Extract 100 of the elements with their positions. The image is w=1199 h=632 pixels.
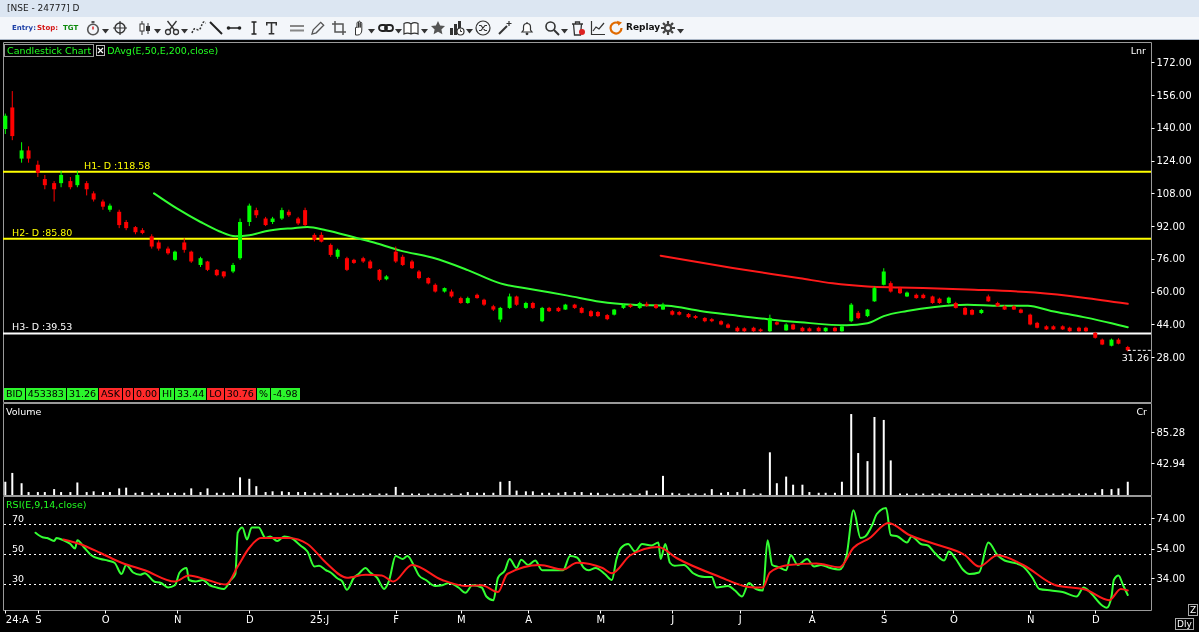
y-tick-label: 74.00 (1156, 513, 1186, 524)
bar (199, 492, 202, 495)
bar (808, 492, 811, 495)
x-tick-label: O (101, 613, 110, 625)
annotation: LO (207, 388, 224, 400)
bar (215, 492, 218, 495)
annotation: -4.98 (270, 388, 300, 400)
line-series (34, 507, 1129, 609)
bar (524, 491, 527, 495)
y-tick-label: 34.00 (1156, 573, 1186, 584)
x-tick-label: S (35, 613, 42, 625)
text: Replay (626, 22, 661, 32)
annotation: 31.26 (1121, 352, 1149, 364)
bar (476, 492, 479, 495)
bar (320, 492, 323, 495)
bar (492, 492, 495, 495)
bar (873, 416, 876, 495)
bar (710, 489, 713, 495)
bar (232, 492, 235, 495)
bar (531, 491, 534, 495)
y-tick-label: 54.00 (1156, 543, 1186, 554)
bar (85, 492, 88, 495)
candlestick (247, 203, 252, 227)
y-tick-label: 156.00 (1156, 89, 1192, 101)
bar (329, 492, 332, 495)
x-tick-label: A (808, 613, 816, 625)
bar (1126, 481, 1129, 495)
bar (1094, 492, 1097, 495)
bar (889, 460, 892, 495)
bar (206, 488, 209, 495)
y-tick-label: 76.00 (1156, 253, 1186, 265)
annotation: DAvg(E,50,E,200,close) (107, 45, 219, 56)
candlestick (19, 141, 24, 164)
candlestick (52, 180, 57, 203)
y-tick-label: 140.00 (1156, 122, 1192, 134)
x-tick-label: J (670, 613, 675, 625)
annotation: Cr (1136, 406, 1147, 417)
y-tick-label: 92.00 (1156, 220, 1186, 232)
bar (150, 492, 153, 495)
bar (76, 482, 79, 495)
y-tick-label: 44.00 (1156, 318, 1186, 330)
annotation: ASK (99, 388, 122, 400)
bar (573, 492, 576, 495)
bar (801, 484, 804, 495)
bar (255, 486, 258, 495)
x-tick-label: M (456, 613, 466, 625)
bar (775, 483, 778, 495)
candlestick (303, 207, 308, 227)
annotation: 30.76 (224, 388, 256, 400)
x-tick-label: A (525, 613, 533, 625)
bar (840, 481, 843, 495)
bar (589, 492, 592, 495)
bar (671, 492, 674, 495)
bar (313, 492, 316, 495)
bar (183, 492, 186, 495)
y-tick-label: 42.94 (1156, 457, 1186, 469)
ref-line-label: H1- D :118.58 (84, 159, 151, 171)
bar (564, 492, 567, 495)
bar (483, 492, 486, 495)
ref-line-label: 50 (12, 542, 25, 554)
bar (857, 453, 860, 495)
chart-title: [NSE - 24777] D (7, 2, 80, 15)
y-tick-label: 28.00 (1156, 351, 1186, 363)
bar (167, 492, 169, 495)
bar (248, 478, 251, 495)
ref-line-label: H2- D :85.80 (12, 226, 73, 238)
annotation: 33.44 (175, 388, 207, 400)
line-series (153, 192, 1129, 329)
annotation: RSI(E,9,14,close) (6, 499, 87, 510)
y-tick-label: 124.00 (1156, 155, 1192, 167)
bar (4, 481, 7, 495)
annotation: 31.26 (66, 388, 99, 400)
bar (743, 489, 746, 495)
bar (271, 491, 274, 495)
bar (394, 486, 397, 495)
bar (736, 492, 739, 495)
bar (541, 492, 544, 495)
x-tick-label: S (881, 613, 888, 625)
annotation: Candlestick Chart (4, 44, 95, 57)
bar (596, 492, 599, 495)
bar (222, 492, 225, 495)
bar (118, 488, 121, 495)
y-tick-label: 172.00 (1156, 56, 1192, 68)
bar (1117, 488, 1120, 495)
ref-line-label: 70 (12, 512, 25, 524)
annotation: 0.00 (133, 388, 160, 400)
line-series (62, 522, 1129, 602)
bar (720, 492, 723, 495)
bar (53, 489, 56, 495)
bar (239, 477, 242, 495)
annotation: % (256, 388, 270, 400)
bar (850, 414, 853, 495)
x-tick-label: F (393, 613, 400, 625)
bar (60, 492, 63, 495)
annotation: 0 (122, 388, 133, 400)
bar (1101, 489, 1104, 495)
bar (866, 461, 869, 495)
bar (792, 484, 795, 495)
text: Z (1188, 604, 1199, 616)
bar (824, 492, 827, 495)
